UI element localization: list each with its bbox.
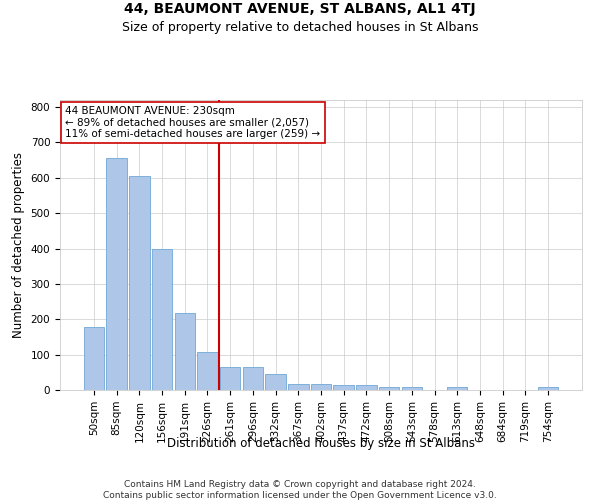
Bar xyxy=(175,313,195,390)
Bar xyxy=(401,387,422,390)
Bar xyxy=(129,176,149,390)
Bar xyxy=(379,387,400,390)
Bar xyxy=(265,374,286,390)
Text: Distribution of detached houses by size in St Albans: Distribution of detached houses by size … xyxy=(167,438,475,450)
Text: Size of property relative to detached houses in St Albans: Size of property relative to detached ho… xyxy=(122,21,478,34)
Bar xyxy=(356,386,377,390)
Bar xyxy=(152,248,172,390)
Bar xyxy=(106,158,127,390)
Bar xyxy=(220,367,241,390)
Bar xyxy=(288,384,308,390)
Y-axis label: Number of detached properties: Number of detached properties xyxy=(12,152,25,338)
Bar xyxy=(242,367,263,390)
Text: 44, BEAUMONT AVENUE, ST ALBANS, AL1 4TJ: 44, BEAUMONT AVENUE, ST ALBANS, AL1 4TJ xyxy=(124,2,476,16)
Bar xyxy=(538,387,558,390)
Bar xyxy=(84,327,104,390)
Bar xyxy=(447,387,467,390)
Bar xyxy=(334,384,354,390)
Bar xyxy=(197,352,218,390)
Text: 44 BEAUMONT AVENUE: 230sqm
← 89% of detached houses are smaller (2,057)
11% of s: 44 BEAUMONT AVENUE: 230sqm ← 89% of deta… xyxy=(65,106,320,139)
Text: Contains HM Land Registry data © Crown copyright and database right 2024.
Contai: Contains HM Land Registry data © Crown c… xyxy=(103,480,497,500)
Bar xyxy=(311,384,331,390)
